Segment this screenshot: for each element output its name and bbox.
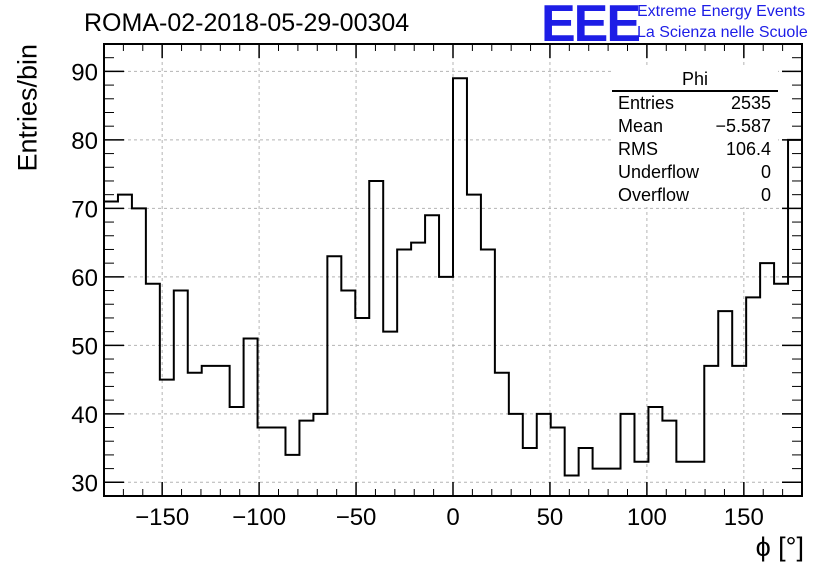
stats-value: 0 bbox=[760, 185, 771, 205]
stats-label: Mean bbox=[618, 116, 664, 136]
x-tick-label: 100 bbox=[627, 504, 667, 531]
plot-frame bbox=[103, 43, 803, 497]
stats-label: Entries bbox=[618, 93, 675, 113]
y-tick-label: 60 bbox=[71, 265, 98, 292]
stats-row-rms: RMS 106.4 bbox=[612, 138, 778, 161]
y-tick-label: 80 bbox=[71, 128, 98, 155]
x-tick-label: 0 bbox=[446, 504, 459, 531]
x-tick-label: −100 bbox=[232, 504, 286, 531]
stats-label: Underflow bbox=[618, 162, 700, 182]
stats-row-mean: Mean −5.587 bbox=[612, 115, 778, 138]
logo-line-1: Extreme Energy Events bbox=[637, 3, 806, 20]
axis-ticks bbox=[103, 43, 803, 497]
histogram-series bbox=[104, 77, 802, 477]
stats-name: Phi bbox=[612, 68, 778, 92]
stats-row-entries: Entries 2535 bbox=[612, 92, 778, 115]
stats-value: 106.4 bbox=[725, 139, 771, 159]
stats-row-overflow: Overflow 0 bbox=[612, 184, 778, 207]
y-tick-label: 90 bbox=[71, 59, 98, 86]
y-tick-label: 50 bbox=[71, 333, 98, 360]
stats-label: Overflow bbox=[618, 185, 690, 205]
stats-box: Phi Entries 2535 Mean −5.587 RMS 106.4 U… bbox=[612, 68, 778, 207]
x-tick-label: 50 bbox=[537, 504, 564, 531]
y-tick-label: 70 bbox=[71, 196, 98, 223]
x-tick-label: −50 bbox=[336, 504, 377, 531]
x-tick-label: −150 bbox=[135, 504, 189, 531]
eee-logo: EEE bbox=[541, 0, 641, 53]
stats-value: 2535 bbox=[730, 93, 771, 113]
stats-value: 0 bbox=[760, 162, 771, 182]
chart-title: ROMA-02-2018-05-29-00304 bbox=[84, 9, 410, 37]
y-tick-label: 40 bbox=[71, 402, 98, 429]
y-axis-label: Entries/bin bbox=[12, 43, 43, 172]
logo-line-2: La Scienza nelle Scuole bbox=[637, 24, 808, 41]
y-tick-label: 30 bbox=[71, 470, 98, 497]
stats-row-underflow: Underflow 0 bbox=[612, 161, 778, 184]
stats-label: RMS bbox=[618, 139, 658, 159]
tick-labels: −150 −100 −50 0 50 100 150 30 40 50 60 70 80 90 bbox=[71, 59, 764, 531]
stats-value: −5.587 bbox=[715, 116, 771, 136]
x-tick-label: 150 bbox=[724, 504, 764, 531]
x-axis-label: ϕ [°] bbox=[755, 532, 804, 562]
